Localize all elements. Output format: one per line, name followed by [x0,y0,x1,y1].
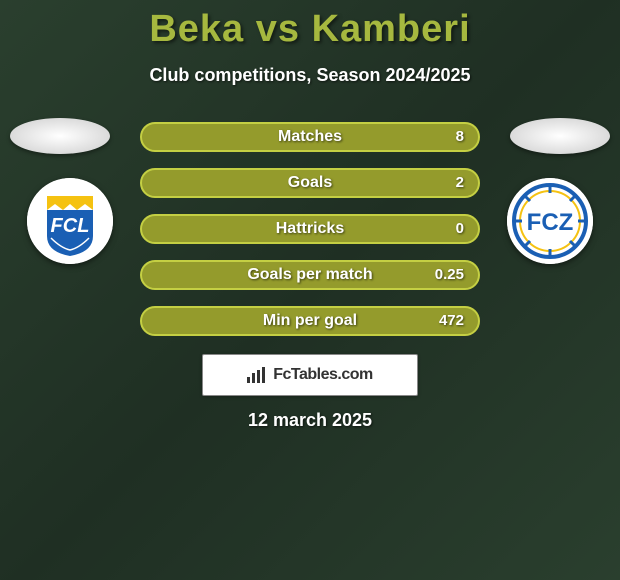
stat-bar-goals: Goals 2 [140,168,480,198]
stat-bar-matches: Matches 8 [140,122,480,152]
bar-chart-icon [247,367,267,383]
date-text: 12 march 2025 [0,410,620,431]
fc-luzern-icon: FCL [27,178,113,264]
stat-label: Matches [142,124,478,150]
stat-bar-min-per-goal: Min per goal 472 [140,306,480,336]
footer-text: FcTables.com [273,366,373,384]
player-avatar-left [10,118,110,154]
club-badge-left: FCL [27,178,113,264]
page-title: Beka vs Kamberi [0,0,620,51]
footer-attribution[interactable]: FcTables.com [202,354,418,396]
stat-value: 0.25 [435,262,464,288]
stat-value: 0 [456,216,464,242]
stat-bars: Matches 8 Goals 2 Hattricks 0 Goals per … [140,122,480,352]
stat-bar-goals-per-match: Goals per match 0.25 [140,260,480,290]
fc-zurich-icon: FCZ [507,178,593,264]
svg-text:FCZ: FCZ [527,209,574,236]
stat-label: Goals per match [142,262,478,288]
stat-value: 8 [456,124,464,150]
svg-text:FCL: FCL [51,215,90,237]
club-badge-right: FCZ [507,178,593,264]
player-avatar-right [510,118,610,154]
stat-bar-hattricks: Hattricks 0 [140,214,480,244]
stat-value: 472 [439,308,464,334]
stat-label: Hattricks [142,216,478,242]
subtitle: Club competitions, Season 2024/2025 [0,65,620,86]
stat-label: Goals [142,170,478,196]
stat-label: Min per goal [142,308,478,334]
stat-value: 2 [456,170,464,196]
